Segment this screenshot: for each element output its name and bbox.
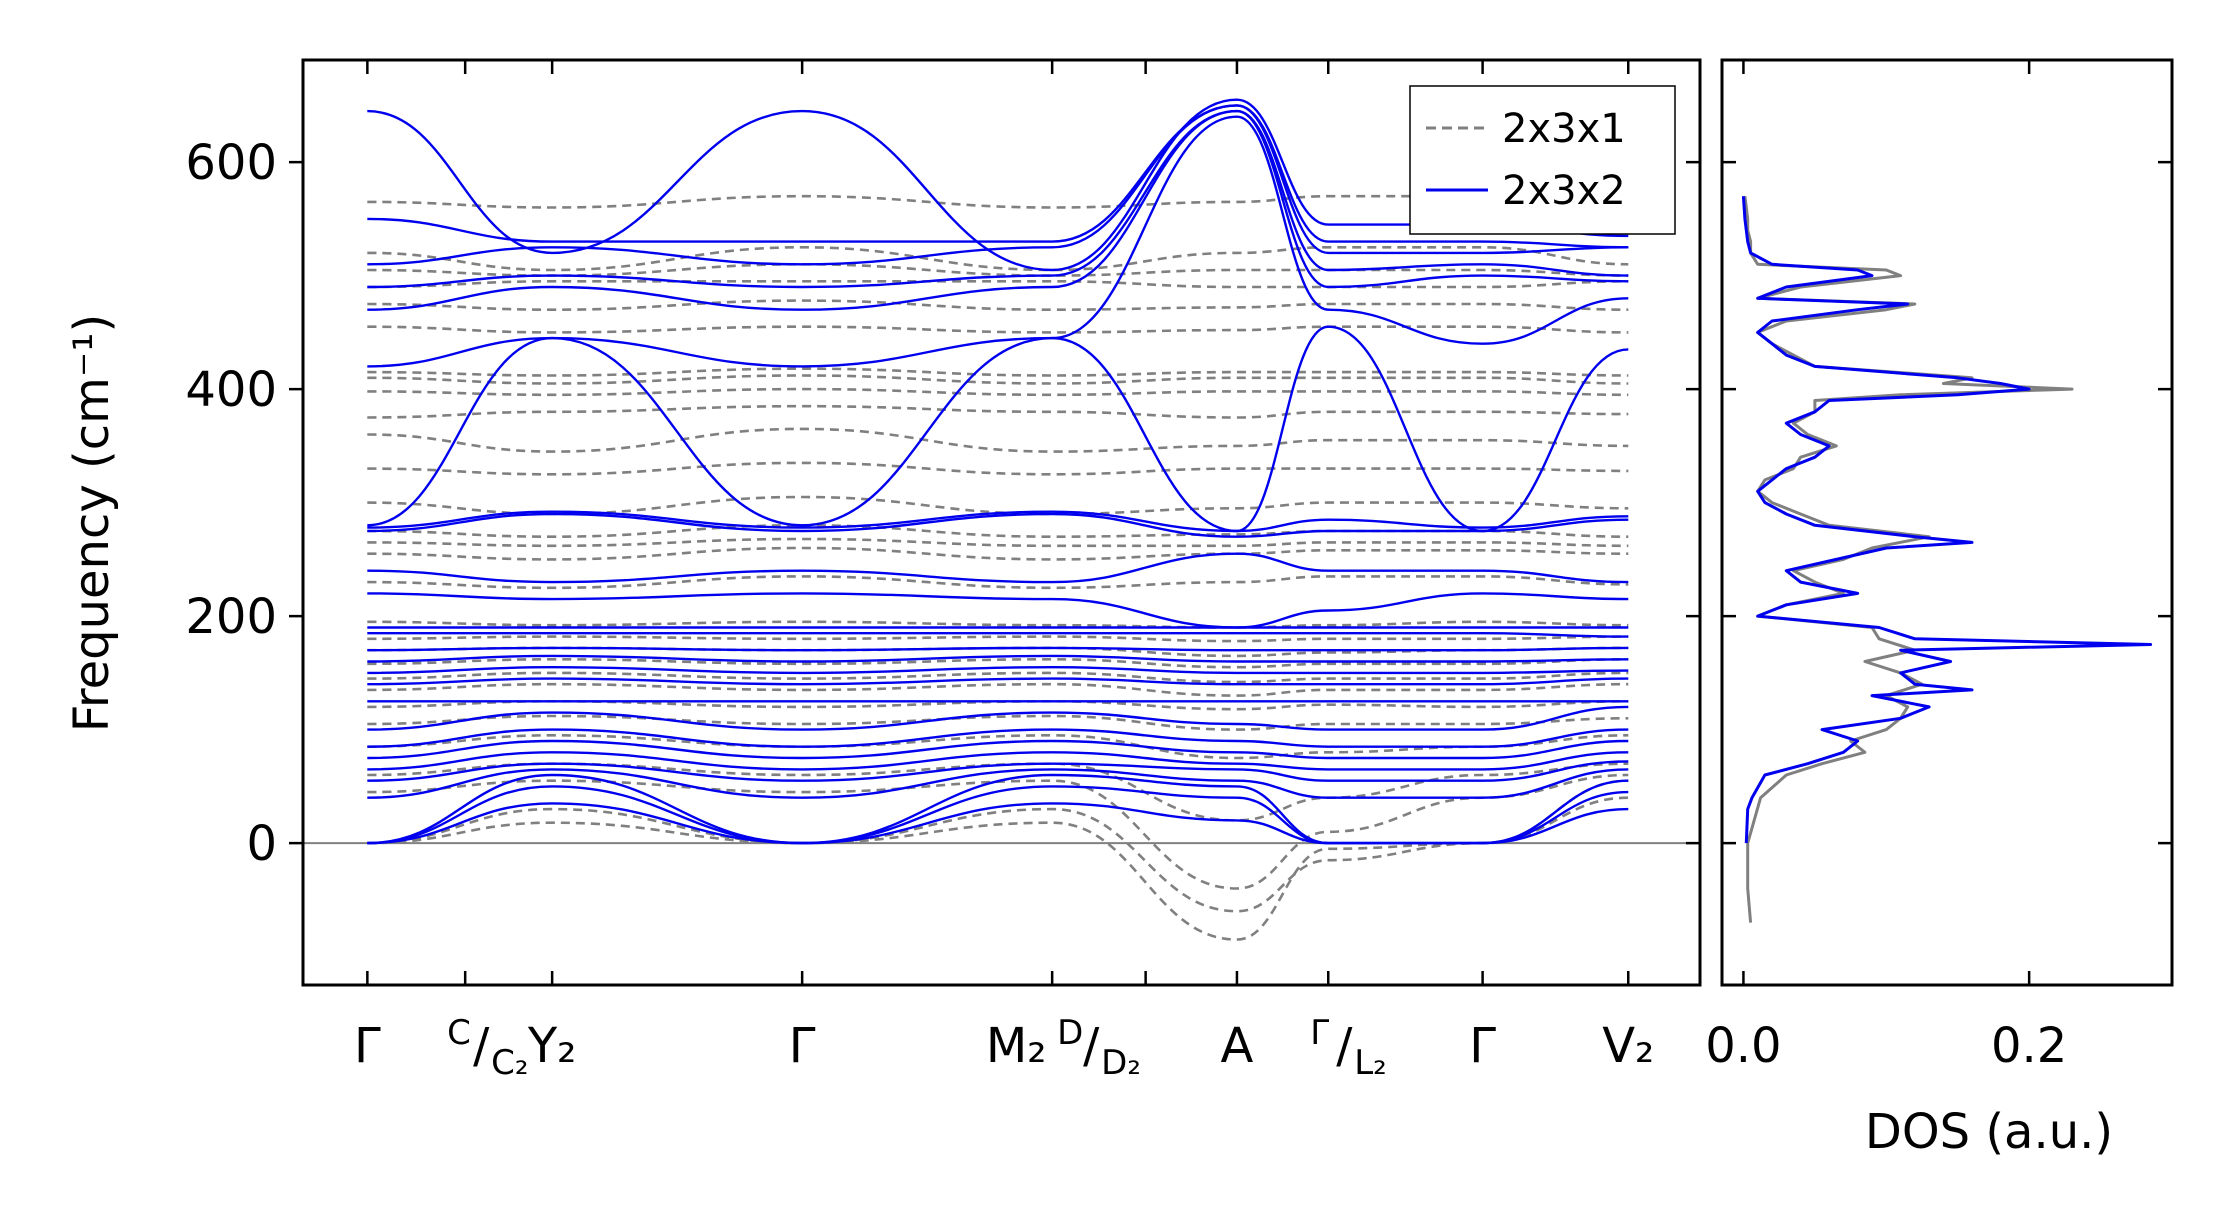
band-2x3x2-22 bbox=[367, 109, 1629, 311]
y-tick-label-3: 600 bbox=[185, 135, 277, 191]
kpoint-label-main-4: M₂ bbox=[986, 1018, 1047, 1074]
band-2x3x2-11 bbox=[367, 665, 1629, 675]
band-2x3x2-12 bbox=[367, 654, 1629, 663]
band-2x3x2-16 bbox=[367, 592, 1629, 629]
band-2x3x2-14 bbox=[367, 631, 1629, 638]
dos-x-tick-label-0: 0.0 bbox=[1705, 1018, 1781, 1074]
dos-panel: 0.0 0.2 DOS (a.u.) bbox=[1705, 58, 2174, 1160]
band-2x3x1-21 bbox=[367, 387, 1629, 397]
legend-frame bbox=[1409, 85, 1676, 235]
kpoint-label-6: A bbox=[1221, 1018, 1254, 1074]
band-x-axis: Γ C / C₂ Y₂ Γ M₂ D / D₂ A Γ / L₂ Γ V₂ bbox=[354, 1013, 1654, 1083]
kpoint-label-9: V₂ bbox=[1602, 1018, 1654, 1074]
band-2x3x1-0 bbox=[367, 796, 1629, 941]
kpoint-label-8: Γ bbox=[1469, 1018, 1496, 1074]
band-2x3x1-9 bbox=[367, 657, 1629, 669]
band-2x3x1-1 bbox=[367, 779, 1629, 913]
dos-curves bbox=[1741, 196, 2153, 923]
band-2x3x1-15 bbox=[367, 537, 1629, 548]
band-2x3x1-20 bbox=[367, 404, 1629, 419]
band-2x3x2-17 bbox=[367, 552, 1629, 584]
band-2x3x1-25 bbox=[367, 299, 1629, 312]
kpoint-label-sub-4: D₂ bbox=[1101, 1043, 1141, 1083]
band-2x3x2-21 bbox=[367, 115, 1629, 368]
band-2x3x2-4 bbox=[367, 760, 1629, 782]
kpoint-label-sup-1: C bbox=[447, 1013, 471, 1053]
band-2x3x2-24 bbox=[367, 104, 1629, 266]
band-2x3x1-28 bbox=[367, 245, 1629, 272]
kpoint-label-sub-1: C₂ bbox=[491, 1043, 528, 1083]
dos-x-tick-label-1: 0.2 bbox=[1991, 1018, 2067, 1074]
band-2x3x1-13 bbox=[367, 575, 1629, 590]
kpoint-label-sup-4: D bbox=[1057, 1013, 1083, 1053]
band-2x3x1-5 bbox=[367, 714, 1629, 731]
y-tick-label-2: 400 bbox=[185, 362, 277, 418]
kpoint-label-4: M₂ D / D₂ bbox=[986, 1013, 1141, 1083]
band-2x3x1-22 bbox=[367, 374, 1629, 385]
dos-x-axis: 0.0 0.2 bbox=[1705, 60, 2067, 1074]
legend: 2x3x1 2x3x2 bbox=[1409, 85, 1676, 235]
band-2x3x2-20 bbox=[367, 325, 1629, 533]
band-2x3x2-19 bbox=[367, 510, 1629, 533]
band-2x3x2-23 bbox=[367, 109, 1629, 289]
band-2x3x2-13 bbox=[367, 646, 1629, 652]
band-2x3x2-8 bbox=[367, 705, 1629, 731]
kpoint-label-slash-4: / bbox=[1083, 1018, 1100, 1074]
legend-label-2x3x2: 2x3x2 bbox=[1502, 168, 1626, 214]
kpoint-label-2: Y₂ bbox=[527, 1018, 577, 1074]
band-2x3x1-2 bbox=[367, 773, 1629, 890]
y-axis-label: Frequency (cm⁻¹) bbox=[64, 314, 120, 732]
band-2x3x2-10 bbox=[367, 677, 1629, 686]
band-2x3x2-7 bbox=[367, 728, 1629, 748]
band-2x3x1-23 bbox=[367, 367, 1629, 377]
band-2x3x2-2 bbox=[367, 773, 1629, 845]
band-2x3x1-8 bbox=[367, 671, 1629, 684]
band-2x3x1-7 bbox=[367, 682, 1629, 697]
legend-label-2x3x1: 2x3x1 bbox=[1502, 106, 1626, 152]
kpoint-label-0: Γ bbox=[354, 1018, 381, 1074]
kpoint-label-1: C / C₂ bbox=[447, 1013, 528, 1083]
high-symmetry-lines bbox=[366, 60, 1630, 985]
band-2x3x1-24 bbox=[367, 325, 1629, 334]
band-2x3x2-6 bbox=[367, 739, 1629, 760]
kpoint-label-3: Γ bbox=[789, 1018, 816, 1074]
dos-curve-2x3x2 bbox=[1741, 196, 2153, 844]
band-curves bbox=[367, 98, 1629, 941]
kpoint-label-slash-7: / bbox=[1336, 1018, 1353, 1074]
band-2x3x1-14 bbox=[367, 546, 1629, 561]
dos-y-ticks bbox=[1722, 160, 2172, 845]
kpoint-label-slash-1: / bbox=[473, 1018, 490, 1074]
band-2x3x1-18 bbox=[367, 461, 1629, 476]
kpoint-label-sup-7: Γ bbox=[1310, 1013, 1329, 1053]
band-2x3x2-5 bbox=[367, 751, 1629, 771]
band-2x3x1-11 bbox=[367, 635, 1629, 643]
band-panel-frame bbox=[301, 58, 1702, 987]
band-2x3x1-26 bbox=[367, 279, 1629, 289]
kpoint-label-7: Γ / L₂ bbox=[1310, 1013, 1387, 1083]
y-tick-label-1: 200 bbox=[185, 589, 277, 645]
dos-x-axis-label: DOS (a.u.) bbox=[1865, 1104, 2113, 1160]
kpoint-label-sub-7: L₂ bbox=[1354, 1043, 1387, 1083]
dos-panel-frame bbox=[1720, 58, 2174, 987]
band-y-axis: 0 200 400 600 bbox=[185, 135, 1700, 872]
band-2x3x2-1 bbox=[367, 785, 1629, 845]
band-2x3x2-18 bbox=[367, 512, 1629, 538]
band-2x3x2-3 bbox=[367, 768, 1629, 799]
y-tick-label-0: 0 bbox=[246, 816, 277, 872]
band-2x3x1-19 bbox=[367, 427, 1629, 453]
band-2x3x1-12 bbox=[367, 620, 1629, 629]
